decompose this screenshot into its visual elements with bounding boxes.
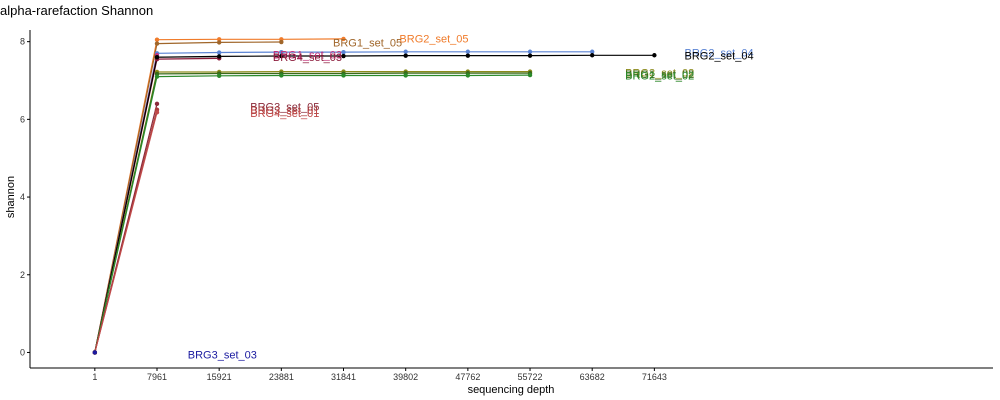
y-tick-label: 4 (20, 192, 25, 202)
series-line (94, 72, 530, 353)
data-point (589, 49, 595, 54)
data-point (341, 36, 346, 42)
chart-title: alpha-rarefaction Shannon (0, 3, 153, 18)
series-line (94, 74, 531, 353)
x-tick-label: 1 (92, 372, 97, 382)
data-point (92, 350, 98, 355)
x-tick-label: 63682 (580, 372, 605, 382)
data-point (527, 53, 533, 58)
series-label: BRG4_set_01 (250, 108, 319, 120)
data-point (154, 74, 160, 79)
data-point (465, 53, 471, 58)
y-tick-label: 0 (20, 347, 25, 357)
x-tick-label: 39802 (393, 372, 418, 382)
data-point (465, 49, 471, 54)
x-tick-label: 55722 (518, 372, 543, 382)
x-tick-label: 71643 (642, 372, 667, 382)
series-lines (94, 38, 655, 353)
series-label: BRG3_set_05 (250, 102, 319, 114)
data-point (154, 41, 160, 46)
series-label: BRG2_set_04 (684, 48, 753, 60)
y-tick-label: 6 (20, 114, 25, 124)
series-line (94, 56, 220, 353)
data-point (216, 50, 222, 55)
series-label: BRG2_set_02 (625, 70, 694, 82)
data-point (154, 101, 160, 107)
series-label: BRG1_set_05 (333, 37, 402, 49)
series-label: BRG3_set_03 (188, 349, 257, 361)
x-tick-label: 15921 (207, 372, 232, 382)
data-point (465, 73, 471, 78)
data-point (527, 49, 533, 54)
data-point (403, 73, 408, 78)
data-point (589, 53, 595, 58)
data-point (216, 37, 222, 42)
y-tick-label: 8 (20, 37, 25, 47)
series-line (94, 54, 655, 353)
data-point (341, 53, 346, 59)
data-point (279, 53, 284, 59)
series-line (94, 38, 344, 353)
x-tick-label: 23881 (269, 372, 294, 382)
series-annotations: BRG2_set_05BRG1_set_05BRG1_set_03BRG4_se… (188, 34, 754, 362)
data-point (216, 54, 222, 59)
data-point (279, 49, 284, 55)
series-label: BRG2_set_04 (684, 50, 753, 62)
series-label: BRG1_set_02 (625, 69, 694, 81)
data-point (403, 53, 408, 58)
data-point (154, 37, 160, 42)
series-points (92, 36, 657, 355)
data-point (527, 72, 533, 78)
series-label: BRG3_set_01 (250, 105, 319, 117)
y-axis-title: shannon (5, 176, 17, 218)
x-tick-label: 7961 (147, 372, 167, 382)
data-point (279, 39, 284, 45)
data-point (403, 49, 408, 54)
series-label: BRG3_set_02 (625, 67, 694, 79)
y-axis: 0 2 4 6 8 (20, 30, 31, 368)
data-point (652, 53, 657, 58)
series-line (94, 41, 282, 353)
data-point (341, 49, 346, 55)
series-line (94, 70, 530, 353)
series-line (94, 112, 158, 353)
x-axis: 1 7961 15921 23881 31841 39802 47762 55722 63682… (30, 367, 993, 382)
x-tick-label: 47762 (455, 372, 480, 382)
series-label: BRG2_set_05 (399, 34, 468, 46)
data-point (154, 54, 160, 60)
series-label: BRG4_set_03 (273, 52, 342, 64)
series-label: BRG1_set_03 (273, 49, 342, 61)
data-point (279, 73, 284, 78)
x-tick-label: 31841 (331, 372, 356, 382)
series-line (94, 51, 593, 353)
data-point (154, 110, 160, 115)
data-point (216, 40, 222, 45)
data-point (216, 73, 222, 79)
y-tick-label: 2 (20, 270, 25, 280)
data-point (341, 73, 346, 78)
x-axis-title: sequencing depth (468, 384, 555, 396)
